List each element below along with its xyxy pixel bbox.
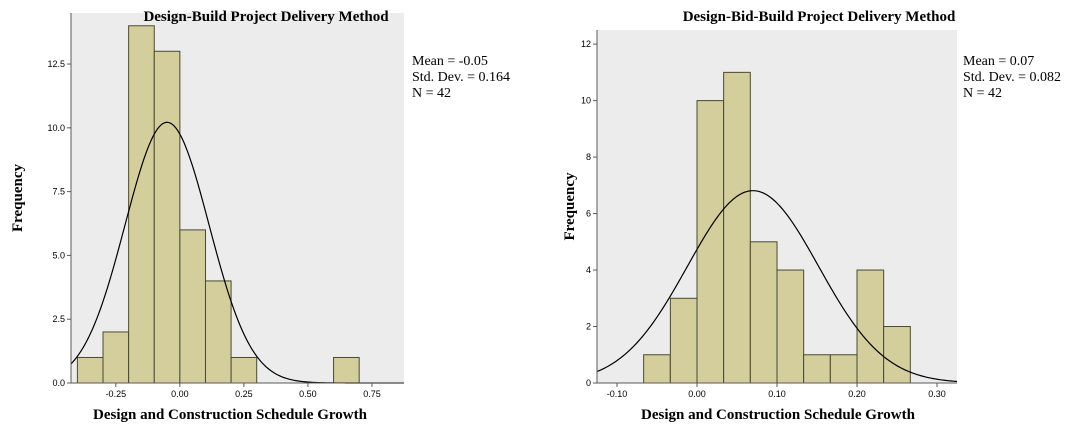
histogram-bar xyxy=(153,50,181,384)
y-tick-label: 10.0 xyxy=(47,123,65,133)
histogram-bar xyxy=(749,241,778,384)
x-tick-label: 0.50 xyxy=(299,389,317,399)
x-tick-label: 0.10 xyxy=(768,389,786,399)
y-tick-label: 12.5 xyxy=(47,59,65,69)
histogram-bar xyxy=(102,331,130,384)
histogram-bar xyxy=(829,354,858,384)
stats-line: Std. Dev. = 0.164 xyxy=(412,70,510,85)
histogram-bar xyxy=(643,354,671,384)
x-tick-label: 0.00 xyxy=(171,389,189,399)
histogram-bar xyxy=(204,280,232,384)
y-tick-label: 10 xyxy=(581,96,591,106)
histogram-bar xyxy=(776,269,805,384)
stats-line: N = 42 xyxy=(412,86,451,101)
histogram-bar xyxy=(333,356,360,384)
x-tick-label: 0.25 xyxy=(235,389,253,399)
stats-line: Mean = -0.05 xyxy=(412,54,488,69)
x-axis-title: Design and Construction Schedule Growth xyxy=(93,407,368,423)
y-tick-label: 7.5 xyxy=(52,187,65,197)
histogram-bar xyxy=(883,326,911,384)
histogram-bar xyxy=(76,356,104,384)
stats-line: Mean = 0.07 xyxy=(963,54,1034,69)
x-tick-label: 0.20 xyxy=(848,389,866,399)
x-tick-label: -0.25 xyxy=(106,389,127,399)
y-tick-label: 0 xyxy=(586,378,591,388)
y-tick-label: 0.0 xyxy=(52,378,65,388)
histogram-bar xyxy=(669,297,698,384)
histogram-bar xyxy=(856,269,885,384)
y-tick-label: 2.5 xyxy=(52,314,65,324)
chart-panel-1: 0.0 2.5 5.0 7.5 10.0 12.5 -0.25 0.00 0.25 0.50 0.7… xyxy=(10,9,510,423)
histogram-bar xyxy=(803,354,831,384)
chart-title: Design-Bid-Build Project Delivery Method xyxy=(683,9,956,25)
histogram-bar xyxy=(179,229,206,384)
y-tick-label: 6 xyxy=(586,209,591,219)
y-tick-label: 4 xyxy=(586,265,591,275)
x-tick-label: 0.30 xyxy=(928,389,946,399)
chart-panel-2: 0 2 4 6 8 10 12 -0.10 0.00 0.10 0.20 0.30 Design-Bid… xyxy=(562,9,1061,423)
x-tick-label: 0.00 xyxy=(688,389,706,399)
y-tick-label: 8 xyxy=(586,152,591,162)
y-tick-label: 5.0 xyxy=(52,250,65,260)
x-tick-label: -0.10 xyxy=(607,389,628,399)
y-tick-label: 12 xyxy=(581,39,591,49)
histogram-bar xyxy=(230,356,258,384)
stats-line: Std. Dev. = 0.082 xyxy=(963,70,1061,85)
x-axis-title: Design and Construction Schedule Growth xyxy=(641,407,916,423)
y-tick-label: 2 xyxy=(586,322,591,332)
histogram-bar xyxy=(723,71,751,384)
y-axis-title: Frequency xyxy=(562,172,578,241)
stats-line: N = 42 xyxy=(963,86,1002,101)
chart-title: Design-Build Project Delivery Method xyxy=(143,9,389,25)
y-axis-title: Frequency xyxy=(10,163,26,232)
x-tick-label: 0.75 xyxy=(363,389,381,399)
normal-curve xyxy=(596,190,958,383)
plot-area xyxy=(71,13,404,383)
histogram-bar xyxy=(128,25,155,384)
